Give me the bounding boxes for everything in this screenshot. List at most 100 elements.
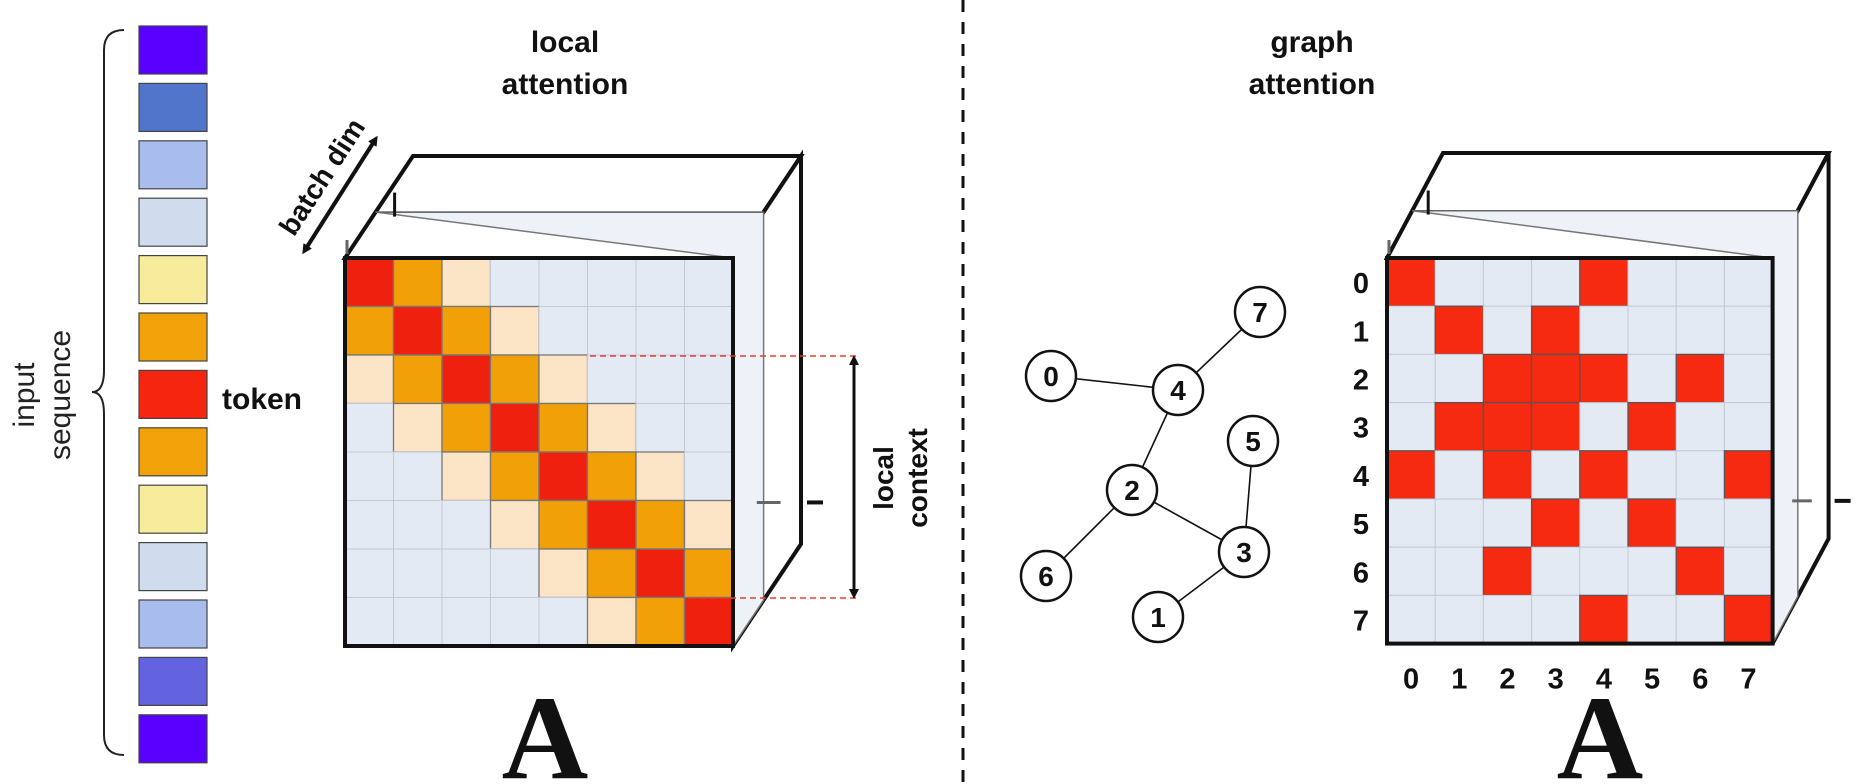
graph-col-label: 0 <box>1403 664 1419 696</box>
graph-row-label: 0 <box>1353 268 1369 300</box>
graph-matrix-cell <box>1627 498 1677 548</box>
local-matrix-cell <box>587 306 637 356</box>
graph-matrix-symbol: A <box>1557 671 1644 784</box>
graph-matrix-cell <box>1434 401 1485 452</box>
local-matrix-cell <box>635 596 686 647</box>
local-matrix-cell <box>587 354 637 404</box>
graph-matrix-cell <box>1482 353 1533 404</box>
graph-row-label: 5 <box>1353 509 1369 541</box>
local-matrix-cell <box>344 597 394 647</box>
graph-matrix-cell <box>1482 498 1533 548</box>
local-matrix-cell <box>586 499 637 550</box>
token-block <box>138 312 208 362</box>
graph-node-label: 1 <box>1150 602 1166 633</box>
local-matrix-cell <box>490 257 540 307</box>
graph-node: 7 <box>1233 285 1287 339</box>
graph-matrix-cell <box>1482 401 1533 452</box>
graph-matrix-cell <box>1627 257 1677 307</box>
local-matrix-cell <box>393 500 443 550</box>
graph-matrix-cell <box>1675 594 1725 645</box>
graph-matrix-cell <box>1530 305 1581 356</box>
graph-node: 1 <box>1131 590 1185 644</box>
graph-matrix-cell <box>1675 450 1725 500</box>
graph-matrix-cell <box>1579 450 1629 500</box>
graph-matrix-cell <box>1386 257 1436 307</box>
local-matrix-cell <box>392 257 443 308</box>
graph-matrix-cell <box>1434 257 1484 307</box>
local-matrix-cell <box>441 548 491 598</box>
graph-node-label: 0 <box>1043 361 1059 392</box>
local-matrix-cell <box>684 257 734 307</box>
graph-matrix-cell <box>1434 546 1484 596</box>
graph-node: 4 <box>1151 363 1205 417</box>
graph-node-label: 2 <box>1124 475 1140 506</box>
local-matrix-cell <box>635 306 685 356</box>
token-block <box>138 255 208 305</box>
graph-matrix-cell <box>1434 305 1485 356</box>
graph-node-label: 7 <box>1252 297 1268 328</box>
graph-matrix-cell <box>1386 594 1436 645</box>
graph-matrix-cell <box>1723 257 1774 307</box>
local-matrix-cell <box>538 499 589 550</box>
graph-matrix-cell <box>1723 450 1774 500</box>
local-title-line1: local <box>531 26 599 59</box>
graph-matrix-cell <box>1675 402 1725 452</box>
local-matrix-cell <box>635 354 685 404</box>
graph-matrix-cell <box>1530 498 1581 548</box>
graph-matrix-cell <box>1386 450 1436 500</box>
token-block <box>138 656 208 707</box>
graph-matrix-cell <box>1627 401 1677 452</box>
token-block <box>138 25 208 75</box>
graph-matrix-cell <box>1627 305 1677 355</box>
local-matrix-cell <box>441 257 492 308</box>
graph-node-circle <box>1226 414 1280 468</box>
graph-matrix-cell <box>1531 546 1581 596</box>
token-block <box>138 541 208 592</box>
graph-matrix-cell <box>1675 305 1725 355</box>
graph-node-label: 3 <box>1236 537 1252 568</box>
graph-node: 6 <box>1019 549 1073 603</box>
token-block <box>138 82 208 133</box>
graph-matrix-cell <box>1482 594 1533 645</box>
local-matrix-cell <box>635 451 686 502</box>
local-matrix-cell <box>489 402 540 453</box>
graph-matrix-cell <box>1434 498 1484 548</box>
local-matrix-cell <box>392 402 443 453</box>
token-block <box>138 599 208 649</box>
local-matrix-cube <box>341 149 823 653</box>
local-matrix-cell <box>538 451 589 502</box>
local-matrix-cell <box>441 500 491 550</box>
token-block <box>138 140 208 190</box>
token-block <box>138 197 208 247</box>
graph-row-label: 1 <box>1353 316 1369 348</box>
graph-matrix-cell <box>1675 353 1726 404</box>
batch-dim-arrow <box>302 135 378 255</box>
graph-row-label: 4 <box>1353 461 1369 493</box>
local-matrix-cell <box>683 499 734 550</box>
local-context-label-line1: local <box>868 446 899 510</box>
graph-matrix-cell <box>1531 257 1581 307</box>
graph-matrix-cell <box>1530 401 1581 452</box>
graph-node-label: 6 <box>1038 561 1054 592</box>
token-block <box>138 369 208 419</box>
graph-col-label: 4 <box>1596 664 1612 696</box>
graph-matrix-cell <box>1434 594 1484 645</box>
local-matrix-cell <box>489 354 540 405</box>
graph-node-circle <box>1019 549 1073 603</box>
graph-matrix-cell <box>1482 257 1533 307</box>
graph-row-label: 7 <box>1353 606 1369 638</box>
token-stack <box>138 25 208 764</box>
graph-col-label: 6 <box>1692 664 1708 696</box>
graph-matrix-cell <box>1579 353 1629 404</box>
local-matrix-cell <box>441 354 492 405</box>
graph-title-line2: attention <box>1249 68 1376 101</box>
local-matrix-cell <box>392 305 443 356</box>
graph-matrix-cell <box>1482 305 1533 355</box>
local-matrix-cell <box>441 402 492 453</box>
local-matrix-cell <box>586 402 637 453</box>
local-matrix-cell <box>635 548 686 599</box>
graph-matrix-cell <box>1723 353 1774 404</box>
graph-matrix-cell <box>1482 450 1533 500</box>
graph-col-label: 2 <box>1499 664 1515 696</box>
